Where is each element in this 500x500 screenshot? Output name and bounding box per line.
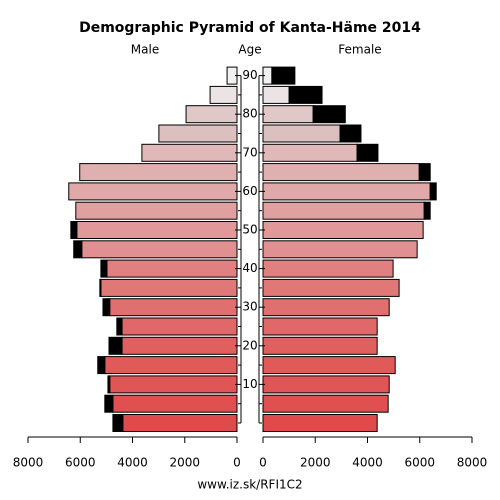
bar	[423, 201, 431, 220]
x-tick-label: 0	[259, 456, 267, 470]
x-tick-label: 4000	[352, 456, 383, 470]
bar	[99, 278, 102, 297]
bar	[106, 259, 238, 278]
x-tick-label: 6000	[404, 456, 435, 470]
bar	[76, 221, 238, 239]
bar	[262, 336, 378, 355]
bar	[109, 298, 238, 317]
x-tick-label: 8000	[457, 456, 488, 470]
bar	[262, 278, 400, 297]
bar	[288, 85, 323, 104]
y-tick-label: 50	[242, 223, 257, 237]
bar	[109, 375, 238, 394]
bar	[262, 317, 378, 336]
bar	[262, 259, 394, 278]
bar	[356, 143, 379, 162]
bar	[112, 414, 124, 432]
x-tick-label: 0	[233, 456, 241, 470]
chart-title: Demographic Pyramid of Kanta-Häme 2014	[79, 20, 421, 36]
bar	[68, 182, 238, 201]
bar	[262, 394, 389, 413]
center-label: Age	[238, 43, 261, 57]
bar	[262, 356, 396, 375]
bar	[262, 163, 420, 182]
bar	[97, 356, 106, 375]
right-label: Female	[338, 43, 381, 57]
bar	[81, 240, 238, 259]
bar	[262, 182, 431, 201]
bar	[185, 105, 238, 124]
bar	[108, 336, 123, 355]
bar	[73, 240, 83, 259]
bar	[121, 336, 238, 355]
bar	[262, 298, 390, 317]
bar	[262, 105, 314, 124]
bar	[121, 317, 238, 336]
bar	[116, 317, 123, 336]
y-tick-label: 80	[242, 107, 257, 121]
y-tick-label: 70	[242, 145, 257, 159]
bar	[339, 124, 362, 143]
bar	[107, 375, 111, 394]
bar	[122, 414, 238, 432]
bar	[262, 143, 358, 162]
bar	[112, 394, 238, 413]
bar	[158, 124, 238, 143]
y-tick-label: 20	[242, 338, 257, 352]
bar	[262, 221, 424, 239]
x-tick-label: 8000	[13, 456, 44, 470]
x-tick-label: 6000	[65, 456, 96, 470]
y-tick-label: 40	[242, 261, 257, 275]
bar	[79, 163, 238, 182]
bar	[104, 356, 238, 375]
bar	[100, 278, 238, 297]
left-label: Male	[131, 43, 159, 57]
y-tick-label: 90	[242, 68, 257, 82]
x-tick-label: 4000	[117, 456, 148, 470]
bar	[75, 201, 238, 220]
bar	[104, 394, 114, 413]
bar	[141, 143, 238, 162]
footer: www.iz.sk/RFI1C2	[197, 478, 302, 492]
x-tick-label: 2000	[169, 456, 200, 470]
bar	[262, 124, 341, 143]
bar	[262, 85, 290, 104]
bar	[209, 85, 238, 104]
bar	[100, 259, 108, 278]
y-tick-label: 30	[242, 300, 257, 314]
bar	[262, 375, 390, 394]
x-tick-label: 2000	[300, 456, 331, 470]
bar	[262, 201, 425, 220]
bar	[418, 163, 431, 182]
bar	[70, 221, 78, 239]
bar	[102, 298, 111, 317]
bar	[262, 414, 378, 432]
bar	[429, 182, 437, 201]
y-tick-label: 60	[242, 184, 257, 198]
bar	[312, 105, 346, 124]
bar	[262, 240, 418, 259]
bar	[271, 66, 296, 85]
y-tick-label: 10	[242, 377, 257, 391]
